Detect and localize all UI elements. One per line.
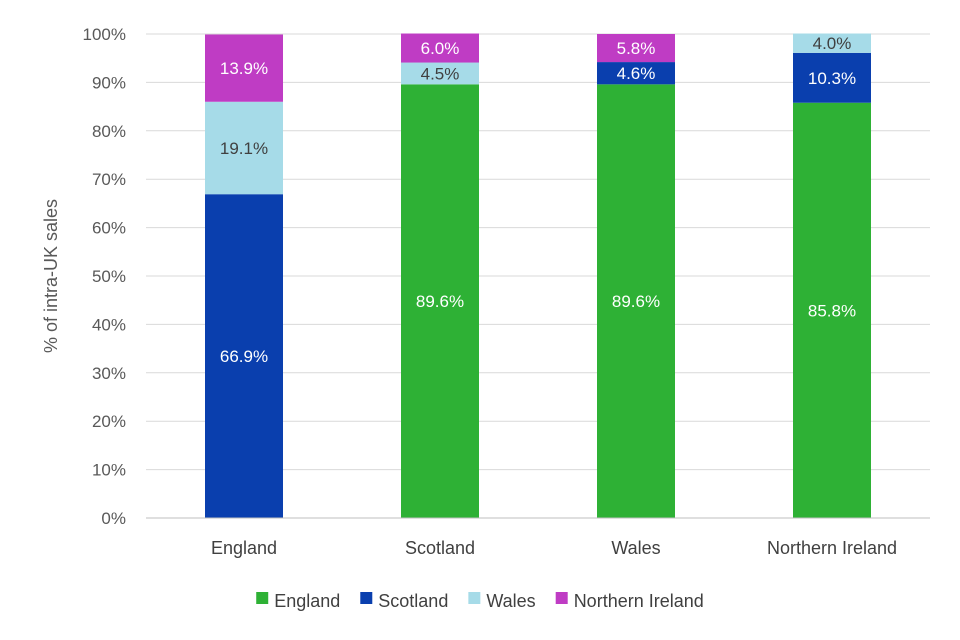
bar-segment xyxy=(205,34,283,102)
legend-label: Wales xyxy=(486,591,535,611)
x-category-label: Northern Ireland xyxy=(767,538,897,558)
data-label: 66.9% xyxy=(220,347,268,366)
legend: England Scotland Wales Northern Ireland xyxy=(256,591,704,611)
data-labels: 66.9% 19.1% 13.9% 89.6% 4.5% 6.0% 89.6% 4.6% 5.8… xyxy=(220,34,856,366)
data-label: 89.6% xyxy=(612,292,660,311)
bar-segment xyxy=(597,84,675,518)
legend-item: Wales xyxy=(468,591,536,611)
legend-label: England xyxy=(274,591,340,611)
y-tick-label: 90% xyxy=(92,73,126,92)
data-label: 5.8% xyxy=(617,39,656,58)
y-tick-label: 50% xyxy=(92,267,126,286)
y-tick-label: 80% xyxy=(92,122,126,141)
data-label: 19.1% xyxy=(220,139,268,158)
data-label: 85.8% xyxy=(808,301,856,320)
y-tick-label: 30% xyxy=(92,364,126,383)
y-tick-label: 0% xyxy=(101,509,126,528)
bar-segment xyxy=(597,34,675,63)
x-category-label: England xyxy=(211,538,277,558)
bar-segment xyxy=(793,33,871,53)
y-tick-label: 20% xyxy=(92,412,126,431)
legend-label: Northern Ireland xyxy=(574,591,704,611)
bars xyxy=(205,33,871,519)
legend-swatch xyxy=(468,592,481,604)
data-label: 89.6% xyxy=(416,292,464,311)
bar-segment xyxy=(793,52,871,103)
bar-segment xyxy=(401,62,479,85)
legend-item: England xyxy=(256,591,340,611)
y-tick-label: 70% xyxy=(92,170,126,189)
data-label: 6.0% xyxy=(421,39,460,58)
bar-segment xyxy=(401,84,479,518)
y-tick-label: 100% xyxy=(83,25,126,44)
y-tick-label: 40% xyxy=(92,315,126,334)
data-label: 4.6% xyxy=(617,64,656,83)
legend-item: Scotland xyxy=(360,591,448,611)
legend-swatch xyxy=(360,592,373,604)
bar-segment xyxy=(205,194,283,519)
y-tick-label: 10% xyxy=(92,461,126,480)
legend-label: Scotland xyxy=(378,591,448,611)
legend-swatch xyxy=(555,592,568,604)
bar-segment xyxy=(597,62,675,85)
axes: 0% 10% 20% 30% 40% 50% 60% 70% 80% 90% 100% England… xyxy=(83,25,930,558)
x-category-label: Scotland xyxy=(405,538,475,558)
data-label: 4.0% xyxy=(813,34,852,53)
legend-swatch xyxy=(256,592,269,604)
data-label: 13.9% xyxy=(220,59,268,78)
y-tick-label: 60% xyxy=(92,219,126,238)
y-axis-title: % of intra-UK sales xyxy=(41,199,61,353)
legend-item: Northern Ireland xyxy=(555,591,704,611)
data-label: 4.5% xyxy=(421,64,460,83)
x-category-label: Wales xyxy=(611,538,660,558)
bar-segment xyxy=(401,33,479,63)
bar-segment xyxy=(205,101,283,195)
data-label: 10.3% xyxy=(808,69,856,88)
bar-segment xyxy=(793,102,871,518)
